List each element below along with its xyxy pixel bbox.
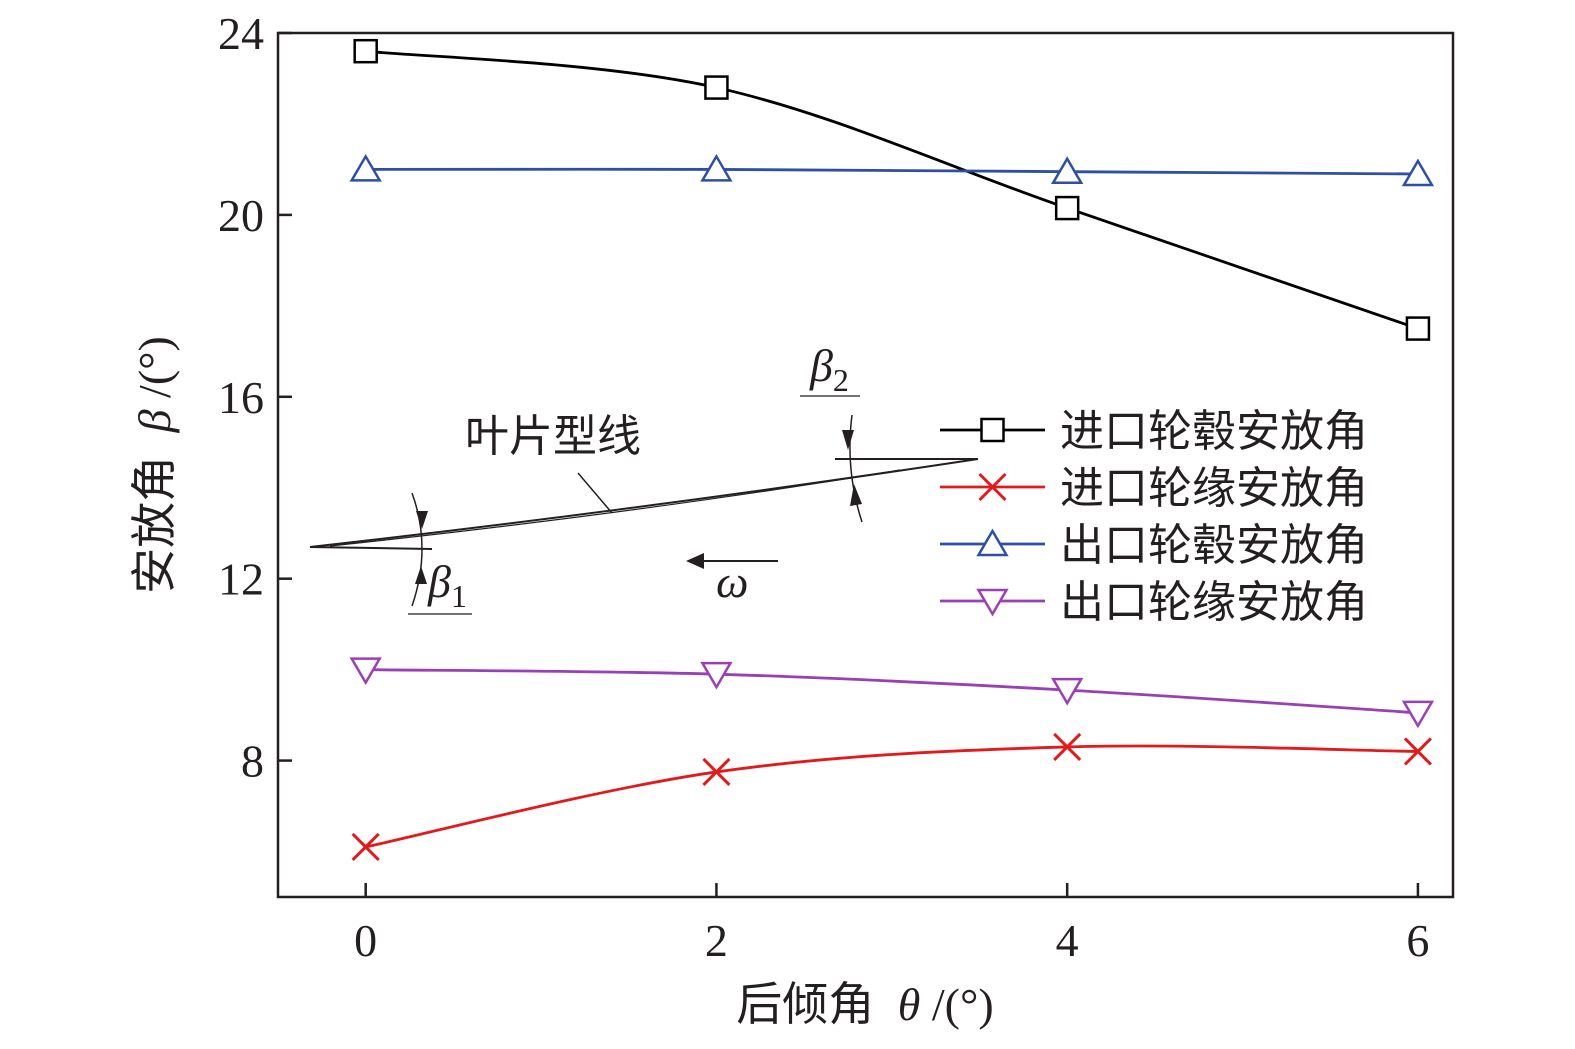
data-point-series-4 (700, 661, 733, 690)
beta1-arrow-top (416, 511, 428, 529)
series-line-1 (365, 49, 1419, 330)
x-tick-label: 0 (354, 915, 377, 966)
legend-marker (978, 472, 1007, 502)
data-point-series-4 (1051, 677, 1084, 706)
legend-label: 出口轮缘安放角 (1060, 577, 1368, 628)
beta1-arc (411, 492, 423, 607)
legend-label: 出口轮毂安放角 (1060, 520, 1368, 571)
y-axis-label-unit: /(°) (129, 336, 180, 398)
data-point-series-1 (1405, 316, 1431, 341)
blade-profile-inner (329, 469, 901, 547)
data-point-series-3 (1401, 158, 1435, 187)
blade-inset (309, 395, 979, 615)
data-point-series-1 (1054, 195, 1080, 221)
beta2-symbol: β (809, 340, 833, 391)
blade-inlet-reference (309, 546, 433, 550)
x-axis-label: 后倾角 θ /(°) (736, 977, 993, 1031)
beta2-arc (849, 414, 863, 523)
data-point-series-1 (353, 38, 378, 64)
beta2-label: β2 (809, 340, 849, 398)
data-point-series-1 (704, 75, 729, 100)
legend-marker (980, 417, 1005, 443)
legend-marker (976, 528, 1009, 557)
y-tick-label: 8 (241, 736, 264, 787)
x-axis-label-unit: /(°) (932, 979, 994, 1030)
beta2-subscript: 2 (833, 362, 849, 398)
data-point-series-4 (349, 657, 382, 686)
y-axis-label-text: 安放角 (127, 456, 181, 594)
series-line-4 (365, 668, 1419, 715)
x-axis-label-symbol: θ (898, 979, 921, 1030)
beta1-arrow-bottom (415, 566, 427, 584)
y-axis-label: 安放角 β /(°) (127, 336, 181, 594)
beta2-arrow-top (842, 430, 854, 450)
blade-label-leader (577, 472, 613, 514)
y-tick-label: 12 (218, 554, 264, 605)
series-markers (349, 38, 1435, 862)
x-tick-label: 2 (705, 915, 728, 966)
data-point-series-2 (351, 832, 380, 862)
y-tick-label: 16 (218, 372, 264, 423)
beta1-label: β1 (427, 556, 467, 614)
svg-text:安放角 β /(°): 安放角 β /(°) (127, 336, 181, 594)
omega-label: ω (716, 556, 748, 607)
beta1-subscript: 1 (451, 578, 467, 614)
data-point-series-2 (702, 757, 731, 787)
x-axis-label-text: 后倾角 (736, 977, 874, 1031)
data-point-series-3 (1051, 156, 1084, 184)
beta2-arrow-bottom (850, 484, 862, 506)
data-point-series-3 (349, 153, 382, 182)
blade-profile (309, 458, 979, 548)
y-tick-label: 24 (218, 8, 264, 59)
data-point-series-2 (1403, 737, 1432, 766)
series-line-3 (365, 167, 1418, 176)
data-point-series-4 (1401, 700, 1435, 729)
series-line-2 (365, 744, 1418, 849)
legend-marker (976, 588, 1009, 617)
series-lines (365, 49, 1419, 849)
blade-label: 叶片型线 (465, 411, 641, 462)
data-point-series-2 (1053, 732, 1082, 761)
data-point-series-3 (700, 153, 733, 182)
y-tick-label: 20 (218, 190, 264, 241)
y-axis-label-symbol: β (129, 409, 180, 433)
beta1-symbol: β (427, 556, 451, 607)
omega-arrow-head (686, 553, 704, 569)
legend-label: 进口轮毂安放角 (1060, 406, 1368, 457)
plot-frame (276, 31, 1455, 899)
legend-label: 进口轮缘安放角 (1060, 463, 1368, 514)
x-tick-label: 6 (1406, 915, 1429, 966)
x-tick-label: 4 (1056, 915, 1079, 966)
